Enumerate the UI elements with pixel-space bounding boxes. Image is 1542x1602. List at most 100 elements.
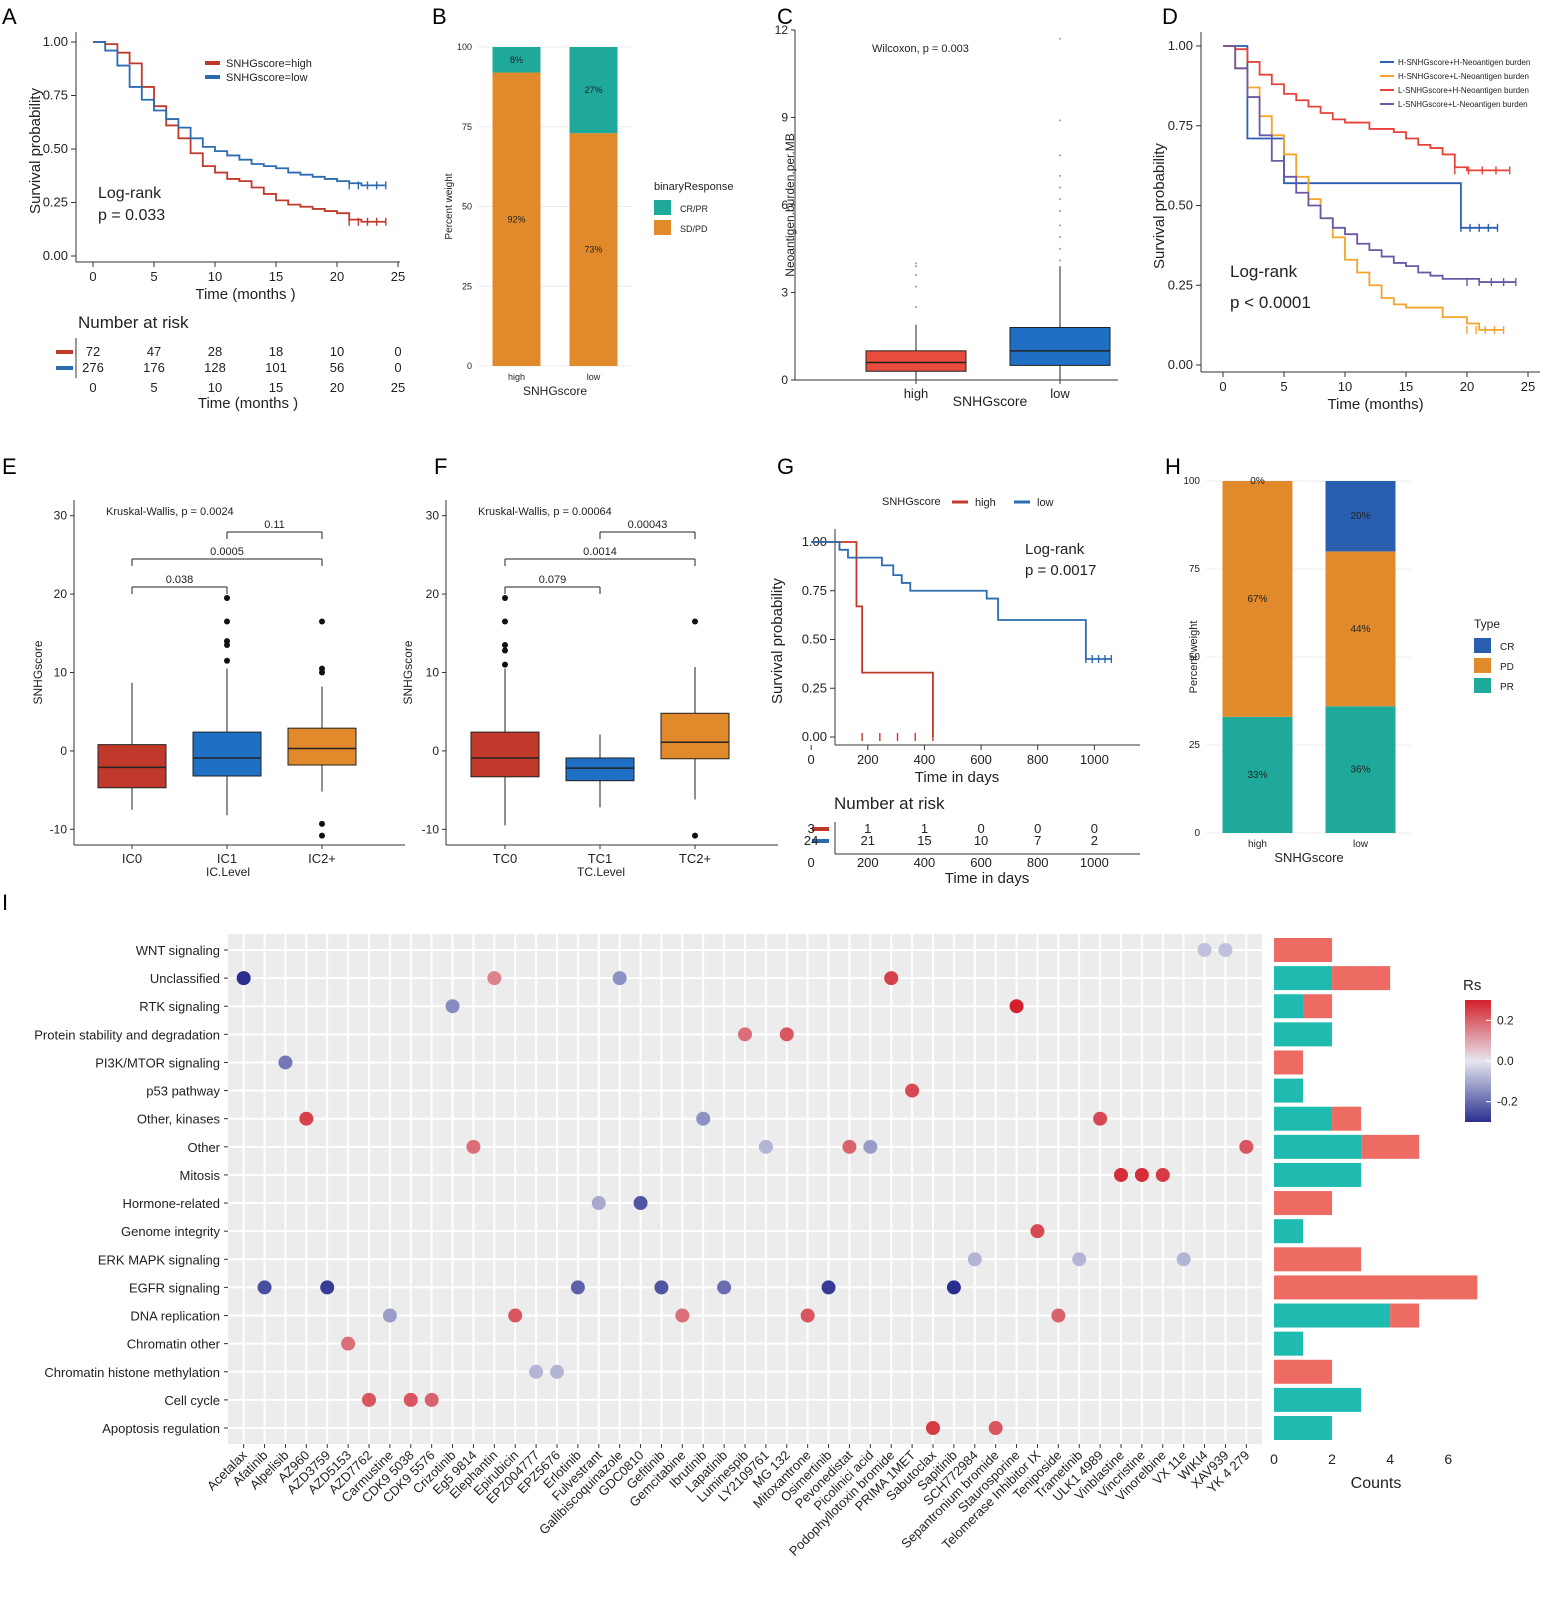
dot-acetalax [236, 971, 251, 986]
y-axis-label-D: Survival probability [1151, 143, 1168, 269]
pathway-label: Other, kinases [137, 1112, 221, 1127]
dot-yk-4-279 [1239, 1139, 1254, 1154]
count-bar-red [1274, 1191, 1333, 1216]
risk-value-A: 72 [86, 344, 100, 359]
x-tick-label-E: IC1 [217, 851, 237, 866]
risk-value-A: 128 [204, 360, 226, 375]
outlier-point-F [502, 618, 508, 625]
risk-value-G: 3 [808, 821, 815, 836]
km-curve-D-1 [1223, 45, 1504, 331]
count-bar-red [1390, 1303, 1420, 1328]
sig-label-E: 0.11 [264, 519, 285, 531]
count-bar-teal [1274, 966, 1333, 991]
legend-swatch-H [1474, 638, 1491, 653]
risk-x-tick-A: 15 [269, 380, 283, 395]
outlier-point-F [502, 647, 508, 654]
count-bar-red [1274, 1359, 1333, 1384]
x-tick-label-A: 25 [391, 269, 405, 284]
bar-label-H: 20% [1350, 511, 1370, 522]
y-axis-label-B: Percent weight [444, 173, 455, 239]
y-tick-label-D: 0.50 [1168, 198, 1193, 213]
box-F-TC1 [565, 757, 635, 782]
counts-tick-label: 6 [1444, 1451, 1452, 1467]
outlier-point-E [224, 657, 230, 664]
risk-value-G: 15 [917, 833, 931, 848]
dot-eg5-9814 [466, 1139, 481, 1154]
dot-epz004777 [529, 1364, 544, 1379]
bar-segment-B-CR/PR [569, 47, 618, 134]
x-axis-label-C: SNHGscore [953, 393, 1028, 409]
box-C-low [1009, 327, 1111, 366]
counts-tick-label: 4 [1386, 1451, 1394, 1467]
count-bar-red [1274, 938, 1333, 962]
legend-label-D: L-SNHGscore+H-Neoantigen burden [1398, 86, 1529, 95]
legend-label-D: L-SNHGscore+L-Neoantigen burden [1398, 100, 1528, 109]
count-bar-teal [1274, 1078, 1304, 1103]
risk-x-tick-G: 1000 [1080, 855, 1109, 870]
outlier-point-C [1059, 186, 1061, 189]
outlier-point-C [1059, 224, 1061, 227]
y-tick-label-G: 0.50 [802, 632, 827, 647]
bar-label-B: 27% [584, 85, 602, 95]
dot-crizotinib [445, 999, 460, 1014]
pathway-label: Other [187, 1140, 220, 1155]
outlier-point-E [224, 595, 230, 602]
pathway-label: Chromatin histone methylation [44, 1365, 220, 1380]
risk-value-G: 7 [1034, 833, 1041, 848]
y-tick-label-B: 75 [462, 122, 472, 132]
y-tick-label-F: 10 [426, 666, 440, 680]
y-tick-label-C: 0 [781, 373, 788, 387]
pathway-label: WNT signaling [136, 943, 220, 958]
x-tick-label-G: 1000 [1080, 752, 1109, 767]
dot-xav939 [1218, 943, 1233, 957]
dot-ibrutinib [696, 1111, 711, 1126]
panel-letter-I: I [2, 890, 8, 915]
dot-mg-132 [779, 1027, 794, 1042]
pathway-label: Genome integrity [121, 1224, 220, 1239]
dot-luminespib [738, 1027, 752, 1042]
risk-x-tick-A: 0 [89, 380, 96, 395]
outlier-point-C [1059, 198, 1061, 201]
legend-label-B: CR/PR [680, 204, 709, 214]
bar-label-H: 36% [1350, 765, 1370, 776]
risk-value-A: 101 [265, 360, 287, 375]
risk-value-G: 0 [977, 821, 984, 836]
dot-sch772984 [967, 1252, 982, 1267]
pathway-label: RTK signaling [139, 999, 220, 1014]
count-bar-red [1274, 1275, 1478, 1300]
x-tick-label-A: 10 [208, 269, 222, 284]
panel-letter-A: A [2, 4, 17, 29]
dot-azd7762 [362, 1392, 376, 1407]
dot-afatinib [257, 1280, 272, 1295]
dot-fulvestrant [591, 1196, 606, 1211]
counts-axis-label: Counts [1351, 1475, 1402, 1492]
y-axis-label-C: Neoantigen.burden.per.MB [783, 133, 797, 276]
count-bar-red [1274, 1247, 1362, 1272]
dot-lapatinib [717, 1280, 732, 1295]
y-tick-label-C: 6 [781, 198, 788, 212]
colorbar-tick-label: 0.2 [1497, 1013, 1514, 1027]
count-bar-red [1361, 1134, 1420, 1159]
y-axis-label-E: SNHGscore [31, 640, 45, 704]
risk-value-G: 1 [921, 821, 928, 836]
km-curve-A-0 [93, 41, 386, 223]
x-axis-label-H: SNHGscore [1274, 850, 1343, 865]
y-tick-label-C: 9 [781, 111, 788, 125]
x-tick-label-B: high [508, 372, 525, 382]
box-E-IC1 [192, 731, 262, 777]
legend-swatch-B [654, 200, 671, 215]
y-axis-label-A: Survival probability [27, 88, 44, 214]
legend-label-B: SD/PD [680, 224, 708, 234]
y-tick-label-F: -10 [422, 822, 440, 836]
panel-letter-D: D [1162, 4, 1178, 29]
y-tick-label-G: 0.75 [802, 583, 827, 598]
risk-value-G: 2 [1091, 833, 1098, 848]
legend-label-H: CR [1500, 642, 1514, 653]
y-tick-label-B: 25 [462, 281, 472, 291]
legend-swatch-H [1474, 658, 1491, 673]
outlier-point-C [1059, 247, 1061, 250]
outlier-point-E [319, 665, 325, 672]
y-axis-label-F: SNHGscore [401, 640, 415, 704]
y-tick-label-A: 1.00 [43, 34, 68, 49]
outlier-point-C [1059, 37, 1061, 40]
